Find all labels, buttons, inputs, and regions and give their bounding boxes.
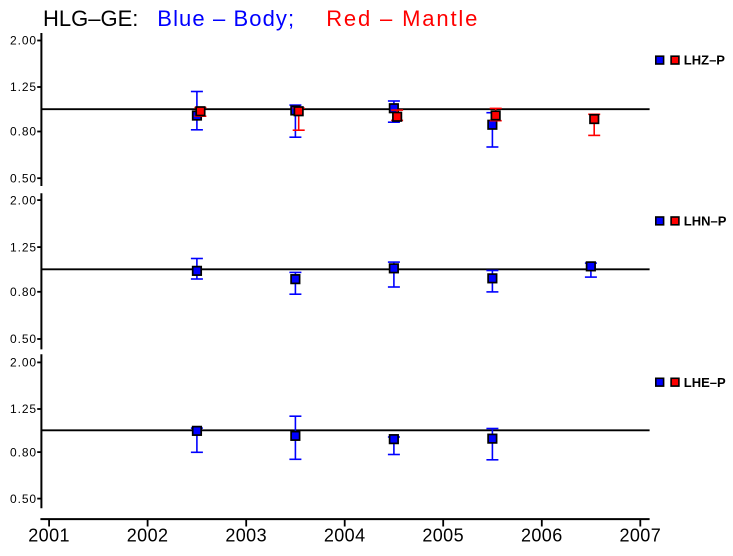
svg-text:0.80: 0.80 [10,125,37,139]
svg-text:0.50: 0.50 [10,492,37,506]
svg-text:2001: 2001 [28,525,70,545]
svg-text:2.00: 2.00 [10,34,37,48]
svg-text:2006: 2006 [521,525,563,545]
svg-text:2.00: 2.00 [10,356,37,370]
svg-text:1.25: 1.25 [10,80,37,94]
svg-text:1.25: 1.25 [10,402,37,416]
svg-text:2002: 2002 [127,525,169,545]
svg-text:0.50: 0.50 [10,171,37,185]
svg-text:2007: 2007 [619,525,661,545]
svg-text:Red – Mantle: Red – Mantle [326,6,479,31]
svg-text:Blue – Body;: Blue – Body; [157,6,295,31]
svg-text:1.25: 1.25 [10,240,37,254]
svg-text:LHZ–P: LHZ–P [684,53,726,68]
svg-text:2003: 2003 [225,525,267,545]
svg-text:2005: 2005 [422,525,464,545]
svg-text:0.80: 0.80 [10,285,37,299]
svg-text:HLG–GE:: HLG–GE: [43,6,138,31]
svg-text:0.50: 0.50 [10,332,37,346]
svg-text:2004: 2004 [324,525,366,545]
svg-text:LHE–P: LHE–P [684,375,726,390]
svg-text:LHN–P: LHN–P [684,214,727,229]
svg-text:0.80: 0.80 [10,445,37,459]
svg-text:2.00: 2.00 [10,193,37,207]
